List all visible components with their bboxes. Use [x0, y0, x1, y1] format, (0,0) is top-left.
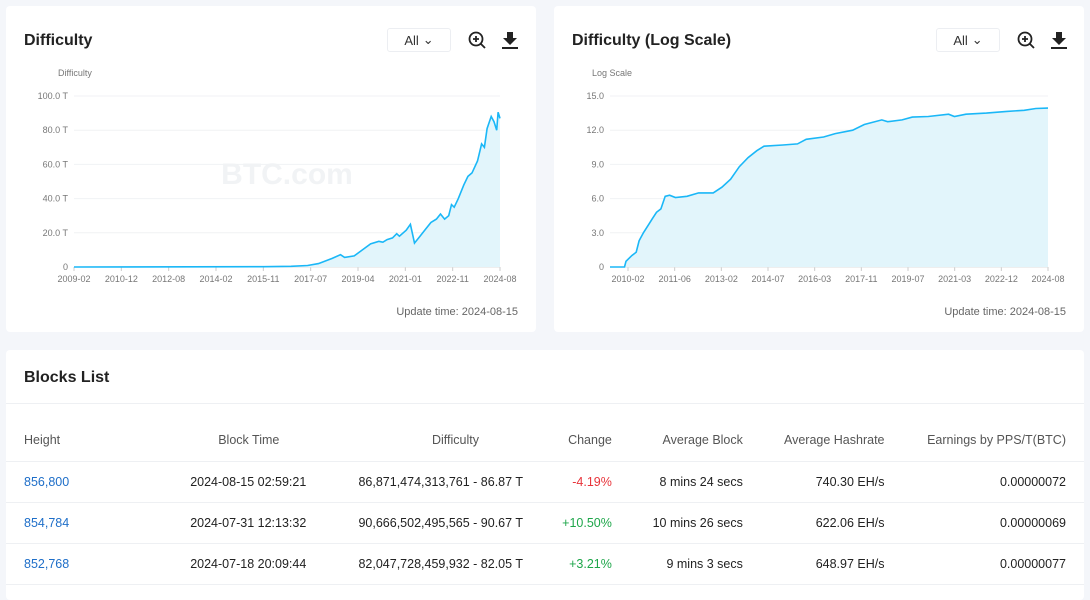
x-tick-label: 2010-02 [611, 274, 644, 284]
y-tick-label: 60.0 T [43, 159, 69, 169]
difficulty-chart: Difficulty 0 20.0 T 40.0 T 60.0 T 80.0 T 100.0… [38, 68, 517, 284]
chevron-down-icon: ⌄ [422, 32, 434, 47]
difficulty-log-chart: Log Scale03.06.09.012.015.0BTC.com2010-0… [586, 68, 1064, 284]
y-tick-label: 12.0 [586, 125, 604, 135]
average-hashrate: 740.30 EH/s [760, 461, 903, 503]
block-height-link[interactable]: 856,800 [24, 474, 70, 489]
series-area [610, 108, 1048, 267]
difficulty-value: 90,666,502,495,565 - 90.67 T [333, 502, 541, 544]
y-tick-label: 0 [599, 262, 604, 272]
average-hashrate: 622.06 EH/s [760, 502, 903, 544]
y-tick-label: 0 [63, 262, 68, 272]
y-tick-label: 100.0 T [38, 91, 69, 101]
update-time: Update time: 2024-08-15 [396, 306, 518, 318]
y-tick-label: 9.0 [591, 159, 604, 169]
change-value: -4.19% [540, 461, 630, 503]
earnings-value: 0.00000069 [902, 502, 1084, 544]
download-icon[interactable] [1049, 30, 1069, 50]
block-height-link[interactable]: 852,768 [24, 556, 70, 571]
block-time: 2024-07-18 20:09:44 [90, 543, 333, 585]
y-tick-label: 3.0 [591, 228, 604, 238]
x-tick-label: 2024-08 [483, 274, 516, 284]
average-block: 9 mins 3 secs [629, 543, 761, 585]
chart-title: Difficulty (Log Scale) [572, 32, 732, 49]
y-tick-label: 20.0 T [43, 228, 69, 238]
x-tick-label: 2014-02 [199, 274, 232, 284]
header-earnings: Earnings by PPS/T(BTC) [902, 420, 1084, 462]
table-header: Height Block Time Difficulty Change Aver… [6, 420, 1084, 462]
series-line [610, 107, 1049, 268]
x-tick-label: 2017-11 [845, 274, 877, 284]
x-tick-label: 2021-01 [389, 274, 422, 284]
header-average-block: Average Block [629, 420, 761, 462]
chart-title: Difficulty [24, 32, 93, 49]
range-select[interactable]: All ⌄ [936, 28, 1000, 52]
x-tick-label: 2011-06 [658, 274, 690, 284]
divider [6, 403, 1084, 404]
download-icon[interactable] [500, 30, 520, 50]
header-block-time: Block Time [90, 420, 333, 462]
series-area [74, 112, 500, 267]
zoom-in-icon[interactable] [1016, 30, 1036, 50]
table-row: 852,768 2024-07-18 20:09:44 82,047,728,459… [6, 543, 1084, 585]
change-value: +3.21% [540, 543, 630, 585]
change-value: +10.50% [540, 502, 630, 544]
x-tick-label: 2010-12 [105, 274, 138, 284]
update-time: Update time: 2024-08-15 [944, 306, 1066, 318]
y-tick-label: 6.0 [591, 194, 604, 204]
watermark: BTC.com [221, 158, 353, 191]
y-tick-label: 80.0 T [43, 125, 69, 135]
header-average-hashrate: Average Hashrate [760, 420, 903, 462]
range-select[interactable]: All ⌄ [387, 28, 451, 52]
zoom-in-icon[interactable] [467, 30, 487, 50]
difficulty-value: 82,047,728,459,932 - 82.05 T [333, 543, 541, 585]
average-block: 10 mins 26 secs [629, 502, 761, 544]
x-tick-label: 2015-11 [247, 274, 279, 284]
x-tick-label: 2024-08 [1031, 274, 1064, 284]
x-tick-label: 2019-04 [341, 274, 374, 284]
blocks-table: Height Block Time Difficulty Change Aver… [6, 420, 1084, 585]
x-tick-label: 2017-07 [294, 274, 327, 284]
blocks-list-title: Blocks List [24, 369, 110, 386]
average-hashrate: 648.97 EH/s [760, 543, 903, 585]
y-axis-label: Log Scale [592, 68, 632, 78]
y-tick-label: 40.0 T [43, 194, 69, 204]
earnings-value: 0.00000072 [902, 461, 1084, 503]
y-axis-label: Difficulty [58, 68, 92, 78]
x-tick-label: 2016-03 [798, 274, 831, 284]
x-tick-label: 2019-07 [891, 274, 924, 284]
range-value: All [953, 32, 968, 48]
block-time: 2024-07-31 12:13:32 [90, 502, 333, 544]
table-row: 856,800 2024-08-15 02:59:21 86,871,474,313… [6, 461, 1084, 503]
chevron-down-icon: ⌄ [971, 32, 983, 47]
difficulty-card: Difficulty All ⌄ Difficulty 0 20.0 T 40.0 T 6… [6, 6, 536, 332]
x-tick-label: 2012-08 [152, 274, 185, 284]
table-row: 854,784 2024-07-31 12:13:32 90,666,502,495… [6, 502, 1084, 544]
x-tick-label: 2013-02 [705, 274, 738, 284]
x-tick-label: 2014-07 [751, 274, 784, 284]
x-tick-label: 2022-11 [436, 274, 468, 284]
x-tick-label: 2022-12 [985, 274, 1018, 284]
earnings-value: 0.00000077 [902, 543, 1084, 585]
range-value: All [404, 32, 419, 48]
series-line [73, 111, 501, 268]
average-block: 8 mins 24 secs [629, 461, 761, 503]
block-time: 2024-08-15 02:59:21 [90, 461, 333, 503]
y-tick-label: 15.0 [586, 91, 604, 101]
x-tick-label: 2021-03 [938, 274, 971, 284]
header-change: Change [540, 420, 630, 462]
x-tick-label: 2009-02 [57, 274, 90, 284]
header-height: Height [6, 420, 91, 462]
block-height-link[interactable]: 854,784 [24, 515, 70, 530]
difficulty-value: 86,871,474,313,761 - 86.87 T [333, 461, 541, 503]
header-difficulty: Difficulty [333, 420, 541, 462]
difficulty-log-card: Difficulty (Log Scale) All ⌄ Log Scale 0 3.… [554, 6, 1084, 332]
